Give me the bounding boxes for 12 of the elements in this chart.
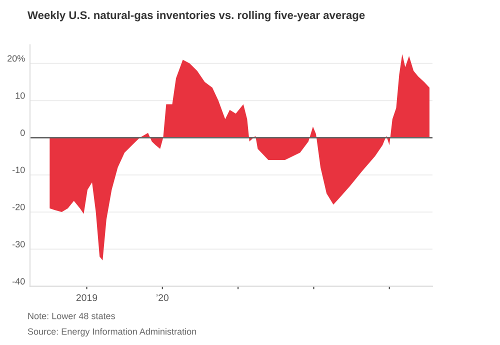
y-tick-label: -20 — [12, 204, 25, 210]
x-tick-label: ’20 — [156, 294, 169, 302]
source-note: Source: Energy Information Administration — [28, 328, 196, 337]
y-tick-label: 20% — [8, 55, 25, 62]
text: Note: Lower 48 states — [28, 312, 115, 320]
y-tick-label: 10 — [16, 92, 25, 99]
y-tick-label: -40 — [12, 278, 25, 285]
chart-title: Weekly U.S. natural-gas inventories vs. rolling five-year average — [28, 10, 365, 22]
y-tick-label: -30 — [12, 241, 25, 248]
y-tick-label: 0 — [20, 130, 25, 136]
x-tick-label: 2019 — [76, 294, 98, 302]
y-tick-label: -10 — [12, 166, 25, 174]
